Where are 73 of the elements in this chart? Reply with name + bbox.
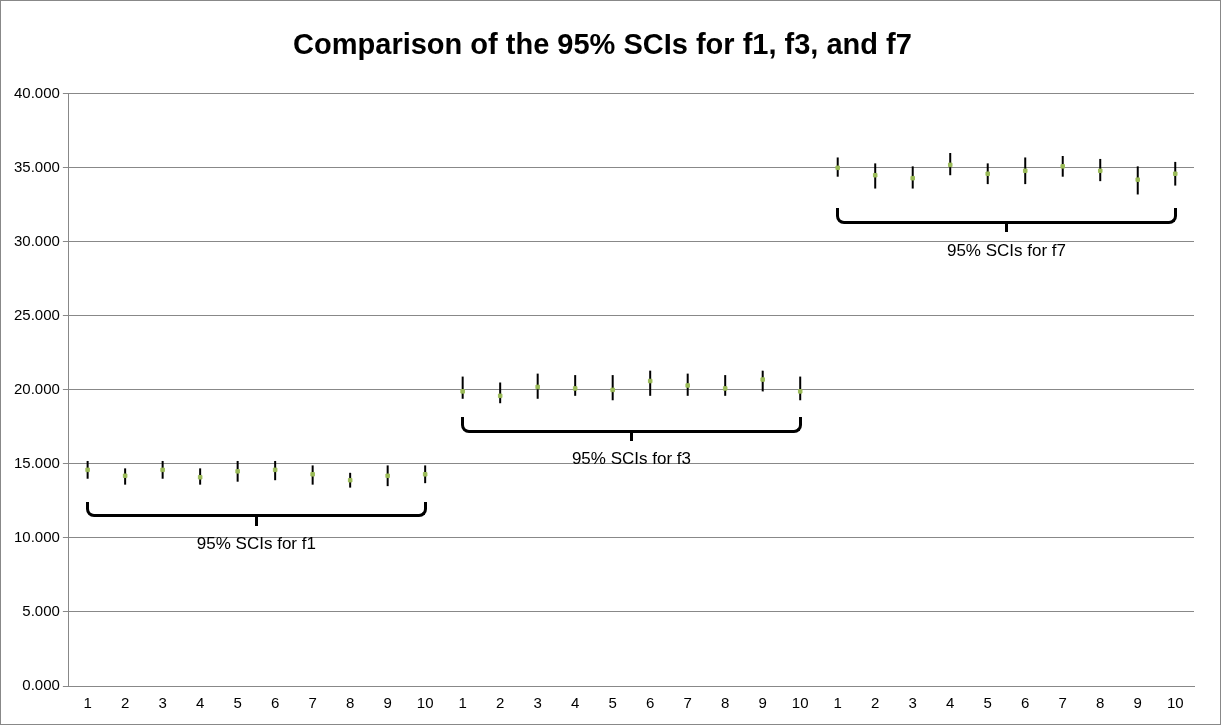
point <box>122 473 128 479</box>
point <box>235 469 240 474</box>
annotation: 95% SCIs for f7 <box>946 240 1067 260</box>
point <box>722 386 728 391</box>
point <box>197 474 203 480</box>
x-tick-label: 8 <box>1096 694 1105 712</box>
x-tick-label: 1 <box>458 694 467 712</box>
y-tick-label: 30.000 <box>13 231 60 249</box>
x-tick-label: 8 <box>721 694 730 712</box>
point <box>1060 164 1065 169</box>
point <box>1022 168 1028 174</box>
point <box>947 162 953 168</box>
point <box>272 467 278 473</box>
point <box>347 477 353 483</box>
x-tick-label: 6 <box>270 694 280 712</box>
x-tick-label: 2 <box>871 694 880 712</box>
point <box>760 377 765 382</box>
x-tick-label: 10 <box>791 694 809 712</box>
x-tick-label: 6 <box>646 694 655 712</box>
x-tick-label: 10 <box>1166 694 1184 712</box>
x-tick-label: 2 <box>496 694 505 712</box>
y-tick-label: 35.000 <box>13 157 60 175</box>
x-tick-label: 10 <box>416 694 434 712</box>
point <box>422 472 428 477</box>
point <box>647 378 653 384</box>
x-tick-label: 5 <box>983 694 992 712</box>
x-tick-label: 3 <box>533 694 542 712</box>
x-tick-label: 1 <box>83 694 92 712</box>
y-tick-label: 40.000 <box>13 83 60 101</box>
annotation: 95% SCIs for f1 <box>196 533 316 553</box>
point <box>610 387 615 393</box>
x-tick-label: 1 <box>833 694 842 712</box>
point <box>160 467 165 473</box>
point <box>1135 177 1141 182</box>
x-tick-label: 5 <box>608 694 617 712</box>
y-tick-label: 25.000 <box>13 306 60 324</box>
point <box>835 165 840 171</box>
x-tick-label: 4 <box>571 694 580 712</box>
y-tick-label: 5.000 <box>22 602 60 620</box>
y-tick-label: 10.000 <box>13 528 60 546</box>
point <box>685 383 690 388</box>
point <box>985 171 990 177</box>
x-tick-label: 4 <box>946 694 955 712</box>
point <box>572 386 578 391</box>
y-tick-label: 15.000 <box>13 454 60 472</box>
point <box>910 175 915 181</box>
x-tick-label: 9 <box>383 694 392 712</box>
y-tick-label: 20.000 <box>13 380 60 398</box>
x-tick-label: 2 <box>120 694 130 712</box>
x-tick-label: 3 <box>158 694 167 712</box>
chart-title: Comparison of the 95% SCIs for f1, f3, and f7 <box>293 28 912 61</box>
x-tick-label: 6 <box>1021 694 1030 712</box>
point <box>535 384 540 390</box>
annotation: 95% SCIs for f3 <box>571 449 691 469</box>
x-tick-label: 9 <box>758 694 767 712</box>
x-tick-label: 8 <box>345 694 355 712</box>
x-tick-label: 9 <box>1133 694 1142 712</box>
point <box>497 393 503 399</box>
point <box>797 389 803 394</box>
point <box>872 172 878 178</box>
point <box>385 473 390 479</box>
point <box>1097 168 1103 174</box>
point <box>310 472 315 477</box>
y-tick-label: 0.000 <box>22 676 60 694</box>
point <box>460 389 465 394</box>
point <box>1172 171 1178 177</box>
x-tick-label: 3 <box>908 694 917 712</box>
point <box>85 467 90 473</box>
x-tick-label: 7 <box>683 694 692 712</box>
x-tick-label: 7 <box>1058 694 1067 712</box>
x-tick-label: 5 <box>233 694 242 712</box>
x-tick-label: 4 <box>195 694 205 712</box>
x-tick-label: 7 <box>308 694 317 712</box>
